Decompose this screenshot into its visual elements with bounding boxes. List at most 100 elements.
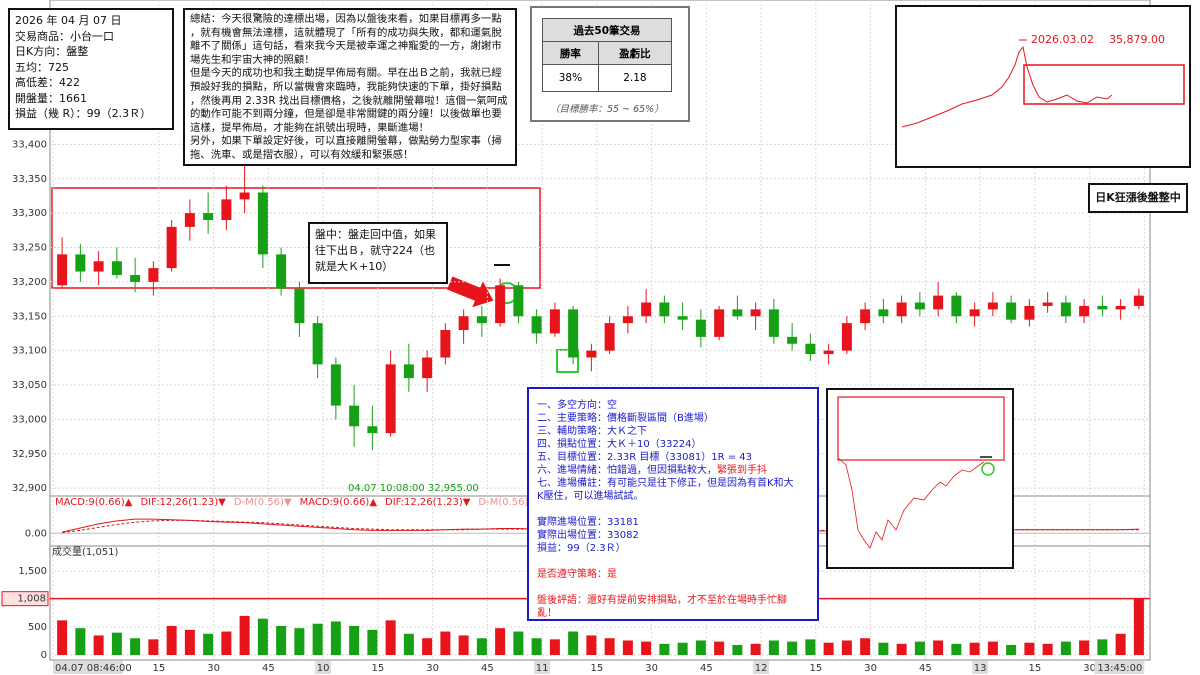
stats-panel: 過去50筆交易 勝率 盈虧比 38% 2.18 （目標勝率：55 ~ 65%） xyxy=(530,6,690,122)
legend-entry: MACD:9(0.66)▲ xyxy=(55,497,133,508)
y-tick-label: 33,350 xyxy=(12,174,47,185)
candle-body xyxy=(276,254,287,289)
volume-bar xyxy=(440,631,451,655)
exit-square xyxy=(556,349,579,373)
last-volume-box xyxy=(1,591,49,607)
plan-line: 一、多空方向：空 xyxy=(537,399,809,412)
x-tick-label: 45 xyxy=(481,663,494,674)
volume-bar xyxy=(203,633,214,655)
table-header: 盈虧比 xyxy=(597,41,673,65)
summary-line: 拖、洗車、或是摺衣服），可以有效緩和緊張感！ xyxy=(190,148,414,161)
x-tick-label: 15 xyxy=(371,663,384,674)
info-box: 2026 年 04 月 07 日交易商品：小台一口 日K方向：盤整 五均：725 高低… xyxy=(8,8,174,130)
candle-body xyxy=(349,405,360,427)
macd-line xyxy=(62,519,1139,534)
plan-line: K壓住，可以進場試試。 xyxy=(537,490,809,503)
x-tick-label: 45 xyxy=(919,663,932,674)
y-tick-label: 33,250 xyxy=(12,243,47,254)
x-tick-label: 15 xyxy=(590,663,603,674)
table-cell: 2.18 xyxy=(597,64,673,92)
plan-line: 七、進場備註：有可能只是往下修正，但是因為有首K和大 xyxy=(537,477,809,490)
plan-text: 損益：99（2.3Ｒ） xyxy=(537,543,626,554)
volume-bar xyxy=(714,641,725,655)
peak-date: 2026.03.02 xyxy=(1031,33,1094,46)
y-tick-label: 500 xyxy=(28,622,47,633)
candle-body xyxy=(896,302,907,317)
volume-bar xyxy=(476,638,487,655)
summary-line: 預設好我的損點，所以當機會來臨時，我能夠快速的下單，掛好損點 xyxy=(190,80,502,93)
summary-box: 總結：今天很驚險的達標出場，因為以盤後來看，如果目標再多一點 ，就有機會無法達標，… xyxy=(183,8,517,166)
x-tick-label: 45 xyxy=(262,663,275,674)
x-tick-box xyxy=(315,661,332,674)
low-label: 04.07 10:08:00 32,955.00 xyxy=(348,483,479,494)
candle-body xyxy=(257,192,268,255)
candle-body xyxy=(75,254,86,272)
x-tick-label: 45 xyxy=(700,663,713,674)
candle-body xyxy=(987,302,998,310)
volume-bar xyxy=(1097,639,1108,655)
volume-bar xyxy=(549,639,560,655)
plan-line: 實際出場位置：33082 xyxy=(537,529,809,542)
volume-bar xyxy=(568,631,579,655)
plan-text: 五、目標位置：2.33R 目標（33081）1R = 43 xyxy=(537,452,752,463)
volume-bar xyxy=(604,638,615,655)
volume-bar xyxy=(367,629,378,655)
volume-bar xyxy=(750,643,761,655)
stats-table: 過去50筆交易 勝率 盈虧比 38% 2.18 xyxy=(542,18,673,92)
plan-text: 一、多空方向：空 xyxy=(537,400,617,411)
summary-line: ，然後再用 2.33R 找出目標價格，之後就離開螢幕啦！這個一氣呵成 xyxy=(190,94,508,107)
candle-body xyxy=(330,364,341,406)
plan-text: 是否遵守策略：是 xyxy=(537,569,617,580)
x-tick-box xyxy=(1094,661,1145,674)
y-tick-label: 1,500 xyxy=(18,566,47,577)
candle-body xyxy=(367,426,378,434)
candle-body xyxy=(1006,302,1017,320)
volume-bar xyxy=(787,641,798,655)
plan-text: 六、進場情緒：怕錯過，但因損點較大， xyxy=(537,465,717,476)
candle-body xyxy=(714,309,725,337)
volume-bar xyxy=(349,625,360,655)
y-tick-label: 32,900 xyxy=(12,483,47,494)
plan-line: 盤後評語：還好有提前安排損點，才不至於在場時手忙腳 xyxy=(537,594,809,607)
candle-body xyxy=(385,364,396,434)
volume-bar xyxy=(933,640,944,655)
table-header: 勝率 xyxy=(542,41,599,65)
volume-bar xyxy=(969,642,980,655)
candle-body xyxy=(513,285,524,317)
y-tick-label: 33,400 xyxy=(12,139,47,150)
volume-bar xyxy=(951,643,962,655)
candle-body xyxy=(750,309,761,317)
volume-bar xyxy=(987,641,998,655)
volume-bar xyxy=(495,628,506,655)
info-line: 2026 年 04 月 07 日 xyxy=(15,14,122,27)
volume-bar xyxy=(768,640,779,655)
entry-arrow xyxy=(447,276,494,308)
summary-line: 場先生和宇宙大神的照顧！ xyxy=(190,53,315,66)
x-tick-label: 12 xyxy=(755,663,768,674)
volume-bar xyxy=(1042,643,1053,655)
candle-body xyxy=(476,316,487,324)
candle-body xyxy=(1097,305,1108,310)
x-tick-box xyxy=(753,661,770,674)
volume-bar xyxy=(841,640,852,655)
candle-body xyxy=(458,316,469,330)
x-tick-label: 30 xyxy=(645,663,658,674)
volume-bar xyxy=(166,625,177,655)
candle-body xyxy=(1042,302,1053,306)
y-tick-label: 32,950 xyxy=(12,449,47,460)
x-tick-label: 30 xyxy=(864,663,877,674)
daily-note: 日K狂漲後盤整中 xyxy=(1088,183,1188,213)
summary-line: 的動作可能不到兩分鐘，但是卻是非常關鍵的兩分鐘！以後做單也要 xyxy=(190,108,502,121)
volume-bar xyxy=(57,620,68,655)
callout-line: 就是大Ｋ+10） xyxy=(315,260,394,273)
daily-chart: 2026.03.02 35,879.00 xyxy=(901,33,1185,128)
info-line: 五均：725 xyxy=(15,60,69,74)
volume-bar xyxy=(276,625,287,655)
summary-line: 總結：今天很驚險的達標出場，因為以盤後來看，如果目標再多一點 xyxy=(190,13,502,25)
x-tick-label: 13 xyxy=(974,663,987,674)
volume-bar xyxy=(1079,640,1090,655)
candle-body xyxy=(495,285,506,324)
x-tick-label: 30 xyxy=(426,663,439,674)
x-tick-box xyxy=(534,661,551,674)
